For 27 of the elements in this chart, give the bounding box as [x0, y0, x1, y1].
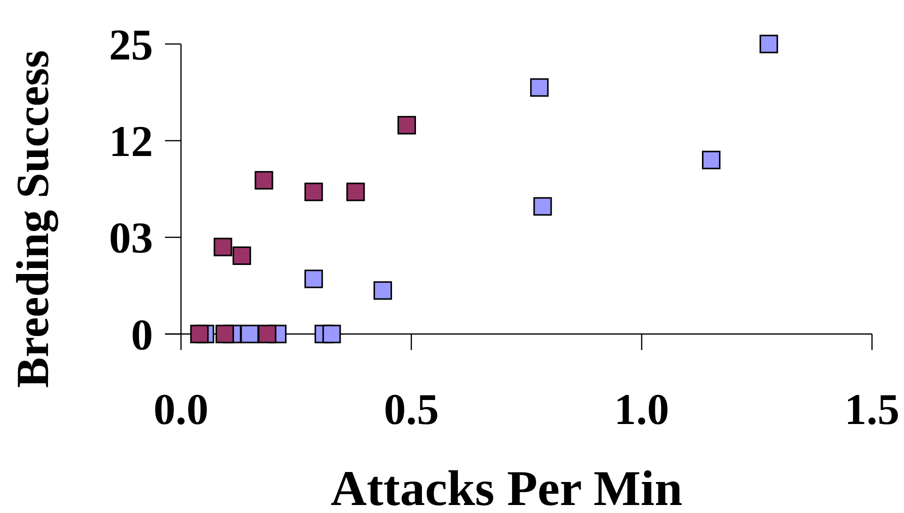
x-tick-label: 1.0: [614, 385, 670, 434]
text: 25: [109, 20, 153, 70]
point: [760, 34, 778, 54]
point: [530, 78, 549, 97]
text: 03: [109, 214, 153, 263]
x-axis-title: Attacks Per Min: [330, 460, 683, 513]
x-tick-label: 1.5: [844, 385, 900, 434]
point: [397, 116, 416, 134]
point: [232, 246, 252, 265]
x-tick-label: 0.5: [384, 385, 439, 434]
point: [216, 324, 234, 344]
point: [258, 324, 276, 344]
point: [240, 324, 259, 344]
text: 0: [131, 310, 153, 360]
point: [322, 324, 341, 344]
point: [304, 182, 323, 202]
point: [533, 197, 552, 216]
point: [214, 238, 232, 256]
y-axis-title: Breeding Success: [7, 50, 59, 388]
point: [374, 281, 392, 300]
point: [254, 171, 274, 190]
text: 12: [109, 117, 153, 166]
point: [190, 324, 209, 344]
point: [304, 270, 323, 288]
x-tick-label: 0.0: [154, 385, 208, 434]
point: [346, 182, 365, 202]
point: [702, 150, 720, 170]
